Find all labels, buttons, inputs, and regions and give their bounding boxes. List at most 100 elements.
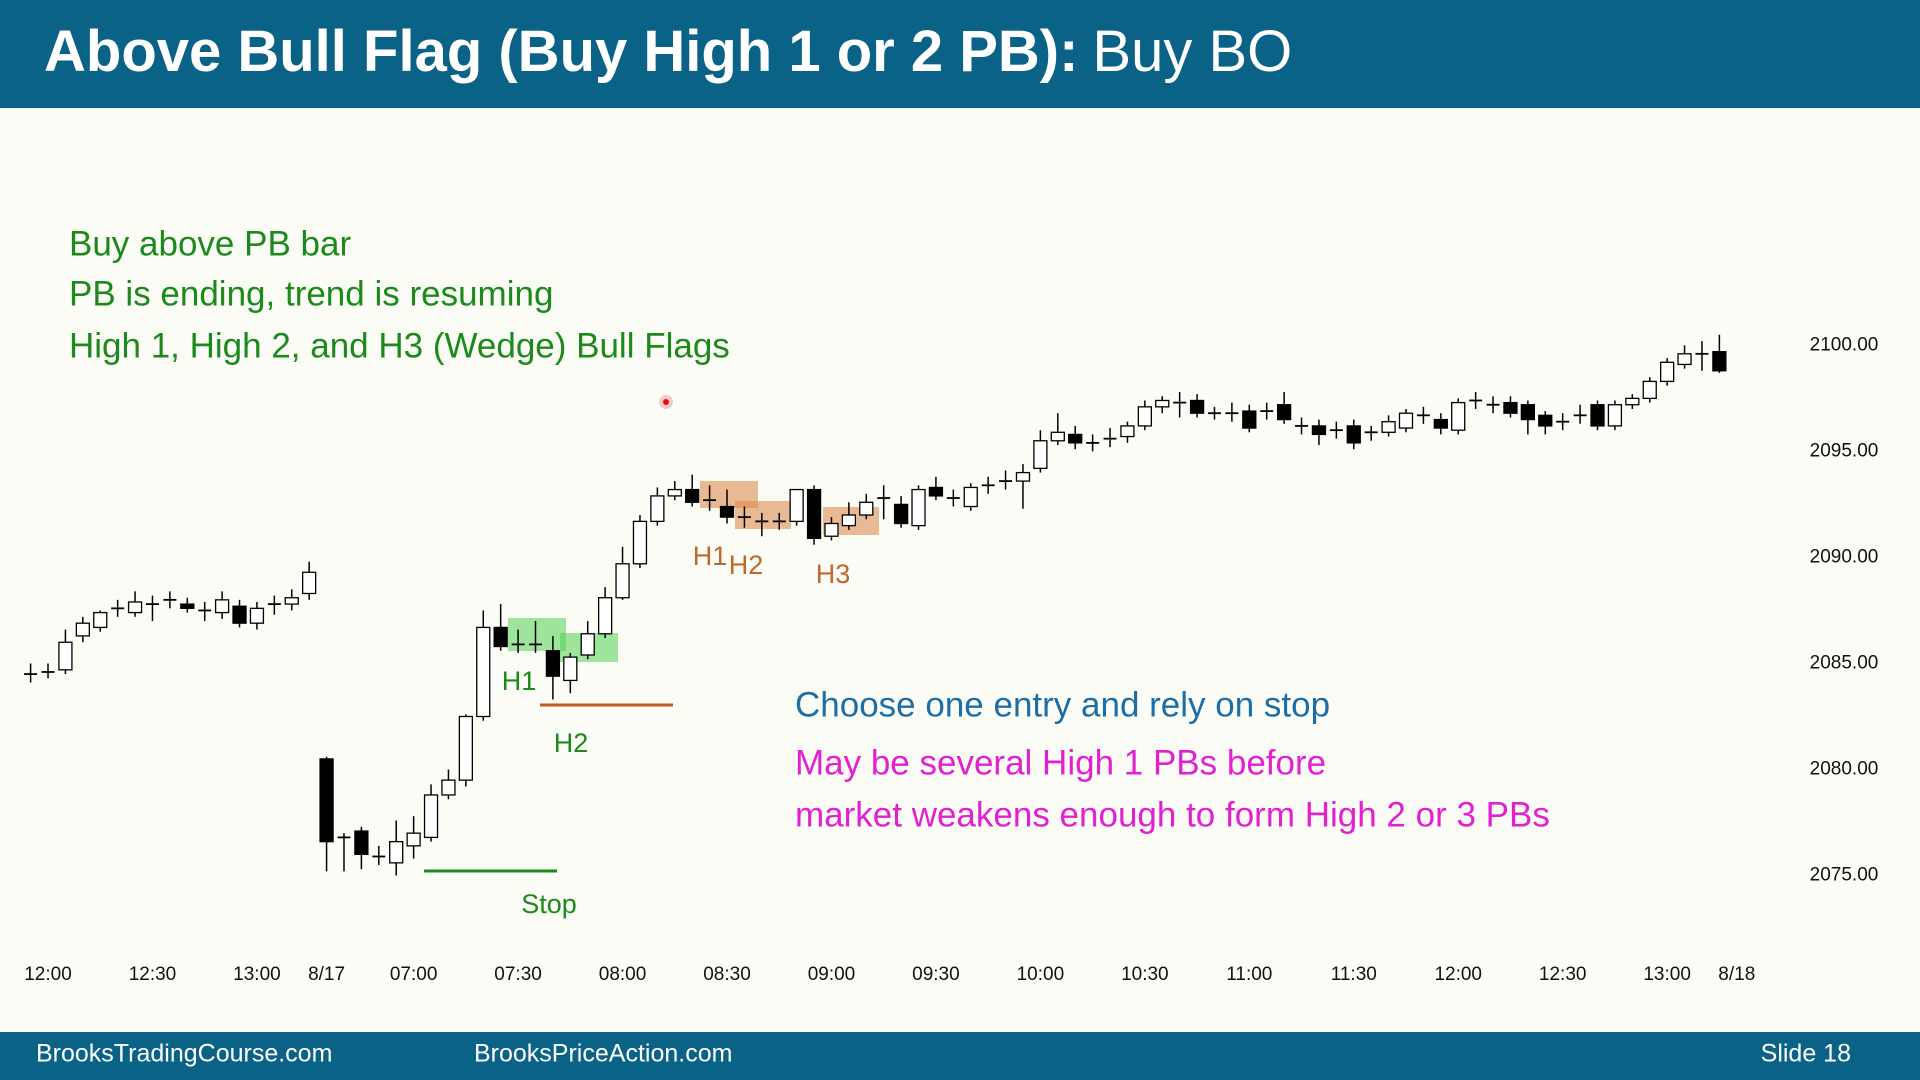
bar-label: Stop xyxy=(521,889,577,919)
candle-body xyxy=(650,495,665,523)
candle-body xyxy=(75,622,90,637)
candle-body xyxy=(1068,433,1083,444)
candle-body xyxy=(1590,404,1605,427)
candle-body xyxy=(180,603,195,609)
bar-label: H3 xyxy=(816,559,851,589)
candle-body xyxy=(249,607,265,624)
candle-body xyxy=(1677,353,1692,366)
slide-title: Above Bull Flag (Buy High 1 or 2 PB): Buy… xyxy=(44,19,1292,84)
candle-body xyxy=(1538,414,1553,427)
candle-body xyxy=(1625,397,1640,406)
candle-body xyxy=(214,599,230,614)
bar-label: H2 xyxy=(554,728,589,758)
candle-body xyxy=(859,501,874,516)
candle-body xyxy=(1015,471,1031,482)
candle-body xyxy=(597,597,613,635)
annotation: market weakens enough to form High 2 or … xyxy=(795,795,1550,834)
candle-body xyxy=(893,503,909,525)
candle-body xyxy=(1189,399,1205,414)
candle-body xyxy=(1503,401,1518,414)
x-tick-label: 8/17 xyxy=(308,964,345,985)
candle-body xyxy=(1381,421,1396,433)
candle-body xyxy=(1033,440,1048,470)
candle-body xyxy=(928,486,944,497)
y-tick-label: 2080.00 xyxy=(1810,759,1879,780)
candle-body xyxy=(58,641,73,671)
candle-body xyxy=(1050,431,1065,442)
candle-body xyxy=(824,522,839,537)
title-main: Above Bull Flag (Buy High 1 or 2 PB): xyxy=(44,19,1078,84)
candle-body xyxy=(615,563,630,599)
highlight-box xyxy=(735,501,791,529)
annotation: May be several High 1 PBs before xyxy=(795,743,1326,782)
bar-label: H1 xyxy=(693,541,728,571)
candle-body xyxy=(1398,412,1414,429)
x-tick-label: 8/18 xyxy=(1718,964,1755,985)
candle-body xyxy=(1346,425,1361,444)
x-tick-label: 11:00 xyxy=(1226,964,1272,985)
candle-body xyxy=(1607,404,1623,427)
candle-body xyxy=(1642,380,1657,400)
candle-body xyxy=(1276,404,1292,421)
candle-body xyxy=(580,633,595,656)
candle-body xyxy=(1120,425,1135,438)
candle-body xyxy=(563,656,578,682)
candle-body xyxy=(1242,410,1257,429)
candle-body xyxy=(232,605,247,624)
x-tick-label: 10:30 xyxy=(1121,964,1169,985)
annotation: Buy above PB bar xyxy=(69,224,351,263)
footer-center: BrooksPriceAction.com xyxy=(474,1040,732,1068)
candle-body xyxy=(841,514,857,527)
candle-body xyxy=(685,488,700,503)
x-tick-label: 12:30 xyxy=(1539,964,1587,985)
candle-body xyxy=(789,488,804,523)
x-tick-label: 10:00 xyxy=(1017,964,1065,985)
slide-number: Slide 18 xyxy=(1761,1040,1851,1068)
candle-body xyxy=(406,832,421,847)
annotation: Choose one entry and rely on stop xyxy=(795,685,1330,724)
annotation: High 1, High 2, and H3 (Wedge) Bull Flag… xyxy=(69,326,730,365)
header-bar xyxy=(0,0,1920,108)
bar-label: H1 xyxy=(502,666,537,696)
candle-body xyxy=(476,626,491,718)
candle-body xyxy=(93,611,108,629)
candle-body xyxy=(1659,361,1675,383)
candle-body xyxy=(319,758,334,843)
cursor-dot xyxy=(663,399,669,405)
highlight-box xyxy=(508,618,566,651)
candle-body xyxy=(302,571,317,595)
candle-body xyxy=(127,601,143,614)
x-tick-label: 11:30 xyxy=(1331,964,1377,985)
candles xyxy=(24,334,1727,876)
candle-body xyxy=(284,597,299,605)
candle-body xyxy=(963,486,978,508)
candle-body xyxy=(632,520,648,565)
y-tick-label: 2100.00 xyxy=(1810,334,1879,355)
candle-body xyxy=(354,830,369,856)
y-tick-label: 2075.00 xyxy=(1810,865,1879,886)
candle-body xyxy=(1712,351,1727,372)
candle-body xyxy=(441,779,456,796)
candle-body xyxy=(389,840,404,864)
x-tick-label: 08:30 xyxy=(703,964,751,985)
candle-body xyxy=(1137,406,1152,427)
candle-body xyxy=(911,488,926,527)
candle-body xyxy=(493,626,508,648)
candle-body xyxy=(1433,418,1448,429)
x-tick-label: 08:00 xyxy=(599,964,647,985)
y-tick-label: 2085.00 xyxy=(1810,652,1879,673)
candle-body xyxy=(458,715,474,781)
bar-label: H2 xyxy=(729,550,764,580)
annotation: PB is ending, trend is resuming xyxy=(69,274,553,313)
candle-body xyxy=(1311,425,1327,436)
x-tick-label: 09:00 xyxy=(808,964,856,985)
candle-body xyxy=(545,650,561,677)
candle-body xyxy=(1155,399,1170,408)
candle-body xyxy=(423,794,439,839)
title-suffix: Buy BO xyxy=(1092,19,1292,84)
y-tick-label: 2090.00 xyxy=(1810,546,1879,567)
x-tick-label: 13:00 xyxy=(1643,964,1691,985)
y-tick-label: 2095.00 xyxy=(1810,440,1879,461)
